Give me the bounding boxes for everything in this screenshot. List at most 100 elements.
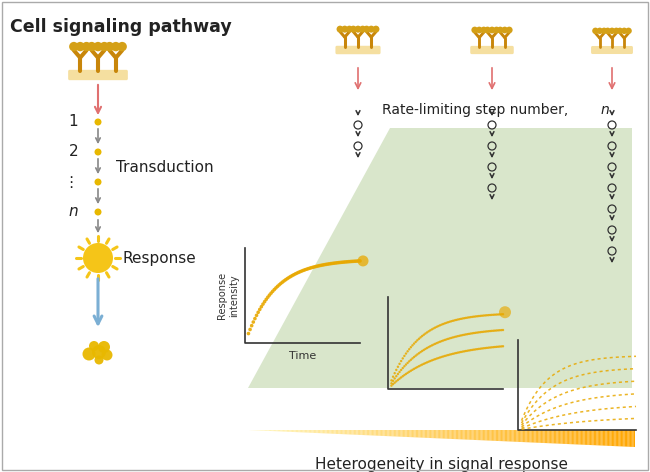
Circle shape: [94, 355, 103, 364]
Circle shape: [416, 366, 419, 368]
Text: 1: 1: [68, 115, 78, 129]
Polygon shape: [529, 430, 530, 442]
Polygon shape: [465, 430, 466, 439]
Polygon shape: [453, 430, 454, 439]
Circle shape: [440, 356, 443, 358]
Circle shape: [434, 358, 436, 360]
Circle shape: [321, 263, 324, 267]
Circle shape: [601, 27, 607, 34]
Circle shape: [406, 371, 409, 374]
Polygon shape: [342, 430, 343, 434]
Polygon shape: [331, 430, 332, 434]
Circle shape: [105, 42, 114, 51]
Circle shape: [298, 270, 302, 273]
Circle shape: [492, 313, 495, 316]
Polygon shape: [512, 430, 514, 442]
Circle shape: [413, 356, 415, 358]
Circle shape: [482, 347, 485, 349]
Circle shape: [436, 326, 438, 328]
Polygon shape: [608, 430, 609, 446]
Circle shape: [295, 271, 299, 275]
Polygon shape: [416, 430, 417, 438]
Circle shape: [101, 349, 112, 361]
Circle shape: [372, 25, 380, 33]
Polygon shape: [499, 430, 500, 441]
Polygon shape: [484, 430, 486, 440]
Circle shape: [473, 348, 475, 351]
Polygon shape: [354, 430, 355, 435]
Polygon shape: [475, 430, 476, 440]
Circle shape: [421, 335, 423, 337]
Circle shape: [354, 25, 361, 33]
Polygon shape: [538, 430, 539, 443]
FancyBboxPatch shape: [68, 70, 128, 80]
Polygon shape: [293, 430, 294, 432]
Polygon shape: [595, 430, 596, 445]
Circle shape: [479, 347, 482, 350]
Polygon shape: [406, 430, 407, 437]
Polygon shape: [413, 430, 415, 438]
Circle shape: [448, 337, 451, 339]
Polygon shape: [283, 430, 284, 431]
Circle shape: [393, 372, 396, 374]
Polygon shape: [372, 430, 373, 436]
Polygon shape: [489, 430, 491, 441]
Circle shape: [345, 260, 349, 263]
Polygon shape: [364, 430, 365, 435]
Circle shape: [448, 354, 451, 356]
Circle shape: [287, 276, 291, 279]
Polygon shape: [351, 430, 352, 435]
Circle shape: [344, 260, 347, 264]
Polygon shape: [606, 430, 608, 446]
Circle shape: [484, 347, 486, 349]
Circle shape: [440, 323, 443, 326]
Polygon shape: [381, 430, 382, 436]
Circle shape: [500, 329, 502, 331]
Polygon shape: [578, 430, 580, 445]
Circle shape: [306, 267, 310, 270]
Circle shape: [471, 332, 473, 335]
Polygon shape: [311, 430, 313, 433]
Circle shape: [83, 347, 96, 361]
Circle shape: [263, 300, 266, 303]
Circle shape: [326, 262, 330, 266]
Polygon shape: [324, 430, 326, 433]
Polygon shape: [403, 430, 404, 437]
Polygon shape: [623, 430, 625, 447]
Polygon shape: [526, 430, 528, 442]
Circle shape: [465, 333, 467, 336]
Circle shape: [460, 351, 462, 353]
Circle shape: [431, 328, 433, 330]
Circle shape: [445, 321, 448, 324]
Polygon shape: [537, 430, 538, 443]
Polygon shape: [614, 430, 616, 446]
Text: Response
intensity: Response intensity: [217, 272, 239, 319]
Circle shape: [419, 351, 422, 354]
Polygon shape: [532, 430, 533, 443]
Polygon shape: [493, 430, 495, 441]
Circle shape: [347, 260, 350, 263]
Polygon shape: [280, 430, 281, 431]
Circle shape: [497, 346, 499, 348]
Polygon shape: [426, 430, 427, 438]
Polygon shape: [508, 430, 510, 441]
Circle shape: [422, 334, 425, 336]
Circle shape: [416, 353, 419, 355]
Polygon shape: [597, 430, 599, 446]
Polygon shape: [266, 430, 267, 431]
Polygon shape: [394, 430, 395, 437]
Circle shape: [426, 331, 428, 334]
Circle shape: [479, 331, 482, 333]
Circle shape: [617, 27, 623, 34]
Circle shape: [592, 27, 599, 34]
Circle shape: [269, 291, 273, 295]
Circle shape: [424, 348, 426, 350]
Polygon shape: [267, 430, 268, 431]
Polygon shape: [487, 430, 488, 440]
Polygon shape: [323, 430, 324, 433]
Polygon shape: [271, 430, 272, 431]
Polygon shape: [337, 430, 338, 434]
Polygon shape: [534, 430, 536, 443]
Polygon shape: [470, 430, 471, 440]
Circle shape: [500, 313, 502, 315]
